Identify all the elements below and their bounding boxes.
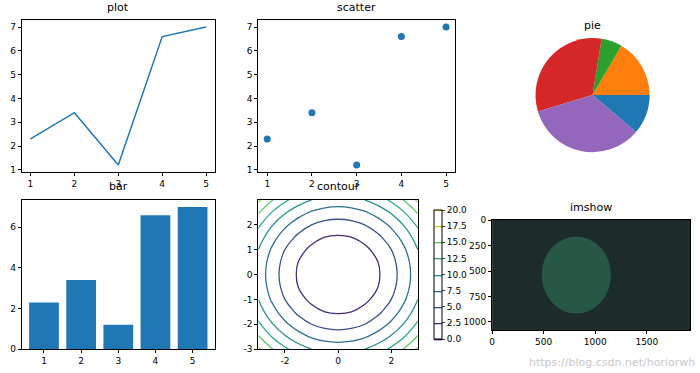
svg-text:12.5: 12.5	[447, 254, 467, 264]
svg-text:500: 500	[469, 266, 486, 276]
svg-text:4: 4	[247, 94, 253, 104]
svg-text:3: 3	[115, 356, 121, 366]
svg-text:5: 5	[247, 70, 253, 80]
svg-text:3: 3	[354, 179, 360, 189]
svg-text:1: 1	[28, 179, 34, 189]
svg-text:2: 2	[72, 179, 78, 189]
svg-text:0: 0	[489, 337, 495, 347]
svg-text:contour: contour	[317, 180, 360, 193]
svg-text:plot: plot	[107, 1, 129, 14]
svg-text:4: 4	[398, 179, 404, 189]
svg-text:-3: -3	[244, 344, 253, 354]
svg-text:7.5: 7.5	[447, 286, 461, 296]
svg-text:0: 0	[335, 356, 341, 366]
svg-text:0: 0	[247, 270, 253, 280]
svg-text:2: 2	[388, 356, 394, 366]
svg-text:6: 6	[10, 222, 16, 232]
svg-text:2: 2	[10, 304, 16, 314]
svg-text:6: 6	[10, 46, 16, 56]
svg-text:5: 5	[203, 179, 209, 189]
svg-text:20.0: 20.0	[447, 205, 467, 215]
svg-text:17.5: 17.5	[447, 221, 467, 231]
svg-text:1: 1	[264, 179, 270, 189]
svg-text:-2: -2	[244, 319, 253, 329]
svg-text:bar: bar	[109, 180, 128, 193]
svg-text:imshow: imshow	[570, 201, 612, 214]
svg-text:750: 750	[469, 292, 486, 302]
svg-text:5.0: 5.0	[447, 302, 462, 312]
svg-text:4: 4	[10, 94, 16, 104]
svg-text:2: 2	[309, 179, 315, 189]
svg-text:pie: pie	[584, 19, 601, 32]
svg-text:250: 250	[469, 241, 486, 251]
svg-text:1500: 1500	[635, 337, 658, 347]
svg-text:4: 4	[153, 356, 159, 366]
svg-text:6: 6	[247, 46, 253, 56]
svg-text:1: 1	[247, 245, 253, 255]
svg-text:2: 2	[78, 356, 84, 366]
svg-text:2.5: 2.5	[447, 318, 461, 328]
svg-text:15.0: 15.0	[447, 237, 467, 247]
svg-text:scatter: scatter	[337, 1, 376, 14]
svg-text:https://blog.csdn.net/horiorwh: https://blog.csdn.net/horiorwh	[529, 356, 695, 369]
svg-text:500: 500	[535, 337, 552, 347]
svg-text:0: 0	[10, 344, 16, 354]
svg-text:2: 2	[10, 141, 16, 151]
svg-text:3: 3	[10, 117, 16, 127]
svg-text:1000: 1000	[463, 317, 486, 327]
svg-text:5: 5	[10, 70, 16, 80]
svg-text:0.0: 0.0	[447, 334, 462, 344]
svg-text:1: 1	[247, 165, 253, 175]
svg-text:1000: 1000	[584, 337, 607, 347]
svg-text:1: 1	[10, 165, 16, 175]
svg-text:1: 1	[41, 356, 47, 366]
svg-text:7: 7	[247, 22, 253, 32]
svg-text:-1: -1	[244, 295, 253, 305]
svg-text:2: 2	[247, 141, 253, 151]
svg-text:5: 5	[190, 356, 196, 366]
svg-text:5: 5	[443, 179, 449, 189]
svg-text:4: 4	[10, 263, 16, 273]
svg-text:0: 0	[481, 215, 487, 225]
svg-text:3: 3	[247, 117, 253, 127]
svg-text:3: 3	[115, 179, 121, 189]
svg-text:7: 7	[10, 22, 16, 32]
svg-text:10.0: 10.0	[447, 270, 467, 280]
svg-text:2: 2	[247, 220, 253, 230]
svg-text:-2: -2	[280, 356, 289, 366]
svg-text:4: 4	[159, 179, 165, 189]
